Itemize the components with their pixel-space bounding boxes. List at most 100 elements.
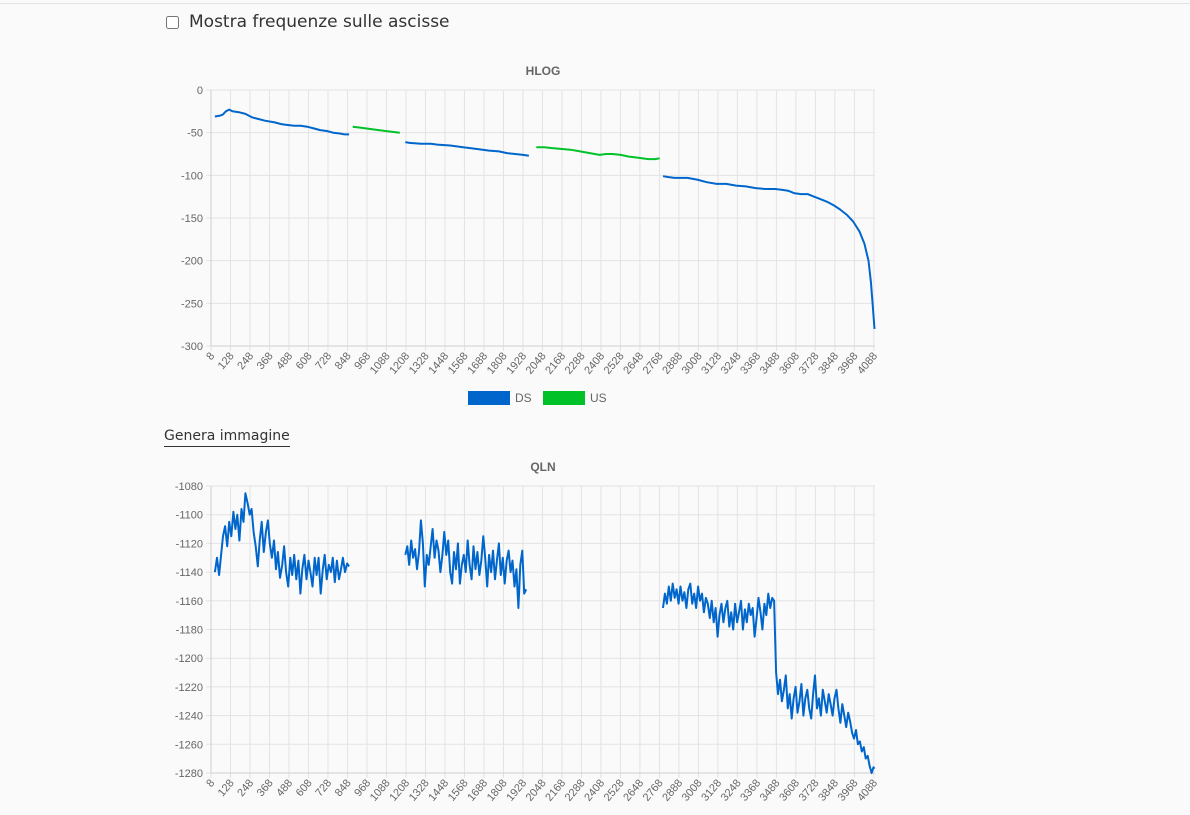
x-tick-label: 1208 — [387, 350, 412, 376]
x-tick-label: 848 — [333, 350, 354, 372]
x-tick-label: 1688 — [465, 350, 490, 376]
x-tick-label: 2528 — [602, 350, 627, 376]
y-tick-label: -1100 — [176, 510, 203, 522]
series-line-ds — [662, 175, 876, 329]
x-tick-label: 3368 — [738, 350, 763, 376]
x-tick-label: 3128 — [699, 777, 724, 803]
x-tick-label: 368 — [255, 777, 276, 799]
x-tick-label: 2168 — [543, 777, 568, 803]
x-tick-label: 1808 — [485, 777, 510, 803]
x-tick-label: 3368 — [738, 777, 763, 803]
x-tick-label: 2768 — [641, 350, 666, 376]
legend-swatch — [468, 391, 510, 405]
x-tick-label: 3488 — [758, 777, 783, 803]
y-tick-label: -300 — [181, 341, 203, 353]
series-line-ds — [214, 108, 350, 136]
legend-item-ds[interactable]: DS — [468, 391, 532, 405]
show-frequencies-checkbox[interactable] — [166, 15, 179, 29]
x-tick-label: 728 — [313, 350, 334, 372]
x-tick-label: 488 — [274, 777, 295, 799]
x-tick-label: 2048 — [524, 777, 549, 803]
x-tick-label: 608 — [294, 350, 315, 372]
x-tick-label: 1448 — [426, 777, 451, 803]
chart-title: QLN — [530, 460, 555, 474]
x-tick-label: 1688 — [465, 777, 490, 803]
x-tick-label: 8 — [204, 777, 217, 789]
series-line-ds — [405, 141, 530, 157]
x-tick-label: 3128 — [699, 350, 724, 376]
x-tick-label: 8 — [204, 350, 217, 362]
series-line-us — [536, 146, 660, 161]
x-tick-label: 2888 — [660, 350, 685, 376]
y-tick-label: -50 — [187, 128, 203, 140]
x-tick-label: 1328 — [407, 350, 432, 376]
x-tick-label: 3608 — [777, 777, 802, 803]
y-tick-label: -1080 — [175, 481, 203, 493]
y-tick-label: -1240 — [175, 711, 203, 723]
y-tick-label: -100 — [181, 170, 203, 182]
x-tick-label: 1568 — [446, 350, 471, 376]
x-tick-label: 248 — [235, 777, 256, 799]
y-tick-label: -1180 — [176, 625, 203, 637]
y-tick-label: -1280 — [175, 768, 203, 780]
x-tick-label: 1808 — [485, 350, 510, 376]
x-tick-label: 3848 — [816, 777, 841, 803]
x-tick-label: 2408 — [582, 777, 607, 803]
x-tick-label: 3248 — [719, 350, 744, 376]
x-tick-label: 2168 — [543, 350, 568, 376]
chart-qln: QLN -1080 -1100 -1120 -1140 -1160 -1180 -1200 -1… — [175, 460, 880, 804]
series-line-series-0 — [662, 582, 876, 774]
chart-title: HLOG — [526, 64, 561, 78]
y-tick-label: -1220 — [175, 682, 203, 694]
y-tick-label: -1260 — [175, 739, 203, 751]
legend-label: DS — [515, 391, 532, 405]
x-tick-label: 848 — [333, 777, 354, 799]
series-line-us — [352, 125, 400, 134]
show-frequencies-label: Mostra frequenze sulle ascisse — [189, 12, 450, 32]
x-tick-label: 4088 — [855, 350, 880, 376]
x-tick-label: 2768 — [641, 777, 666, 803]
x-tick-label: 2048 — [524, 350, 549, 376]
generate-image-link[interactable]: Genera immagine — [164, 428, 290, 447]
chart-hlog: HLOG 0 -50 -100 -150 -200 -250 -300812824836848… — [181, 64, 880, 405]
x-tick-label: 3968 — [836, 777, 861, 803]
x-tick-label: 2288 — [563, 350, 588, 376]
x-tick-label: 608 — [294, 777, 315, 799]
x-tick-label: 1088 — [368, 350, 393, 376]
x-tick-label: 1928 — [504, 777, 529, 803]
x-tick-label: 2288 — [563, 777, 588, 803]
x-tick-label: 2528 — [602, 777, 627, 803]
show-frequencies-option[interactable]: Mostra frequenze sulle ascisse — [166, 12, 450, 32]
x-tick-label: 2648 — [621, 777, 646, 803]
x-tick-label: 4088 — [855, 777, 880, 803]
y-tick-label: -200 — [181, 256, 203, 268]
x-tick-label: 1448 — [426, 350, 451, 376]
x-tick-label: 2648 — [621, 350, 646, 376]
series-line-series-0 — [213, 492, 350, 595]
x-tick-label: 1208 — [387, 777, 412, 803]
x-tick-label: 3728 — [797, 350, 822, 376]
x-tick-label: 2888 — [660, 777, 685, 803]
legend-item-us[interactable]: US — [543, 391, 607, 405]
legend-label: US — [590, 391, 607, 405]
x-tick-label: 1568 — [446, 777, 471, 803]
series-line-series-0 — [404, 519, 528, 609]
x-tick-label: 3008 — [680, 777, 705, 803]
y-tick-label: 0 — [197, 85, 203, 97]
x-tick-label: 1088 — [368, 777, 393, 803]
x-tick-label: 1328 — [407, 777, 432, 803]
x-tick-label: 1928 — [504, 350, 529, 376]
x-tick-label: 3488 — [758, 350, 783, 376]
x-tick-label: 128 — [216, 350, 237, 372]
top-divider — [0, 3, 1190, 4]
x-tick-label: 368 — [255, 350, 276, 372]
y-tick-label: -1120 — [176, 538, 203, 550]
y-tick-label: -1140 — [176, 567, 203, 579]
legend-swatch — [543, 391, 585, 405]
x-tick-label: 3248 — [719, 777, 744, 803]
x-tick-label: 3008 — [680, 350, 705, 376]
y-tick-label: -250 — [181, 298, 203, 310]
y-tick-label: -1160 — [176, 596, 203, 608]
x-tick-label: 3728 — [797, 777, 822, 803]
